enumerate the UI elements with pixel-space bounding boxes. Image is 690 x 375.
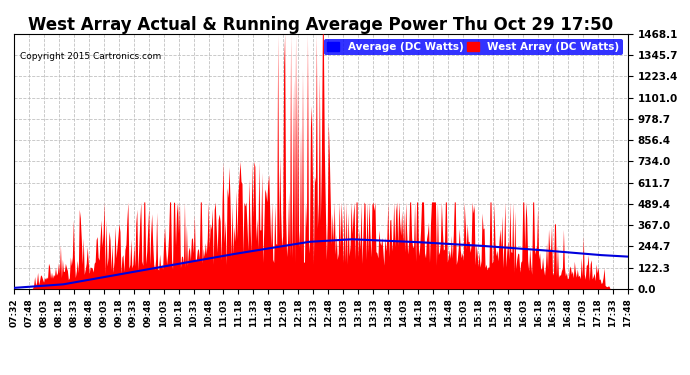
Title: West Array Actual & Running Average Power Thu Oct 29 17:50: West Array Actual & Running Average Powe…	[28, 16, 613, 34]
Text: Copyright 2015 Cartronics.com: Copyright 2015 Cartronics.com	[20, 52, 161, 61]
Legend: Average (DC Watts), West Array (DC Watts): Average (DC Watts), West Array (DC Watts…	[324, 39, 622, 55]
